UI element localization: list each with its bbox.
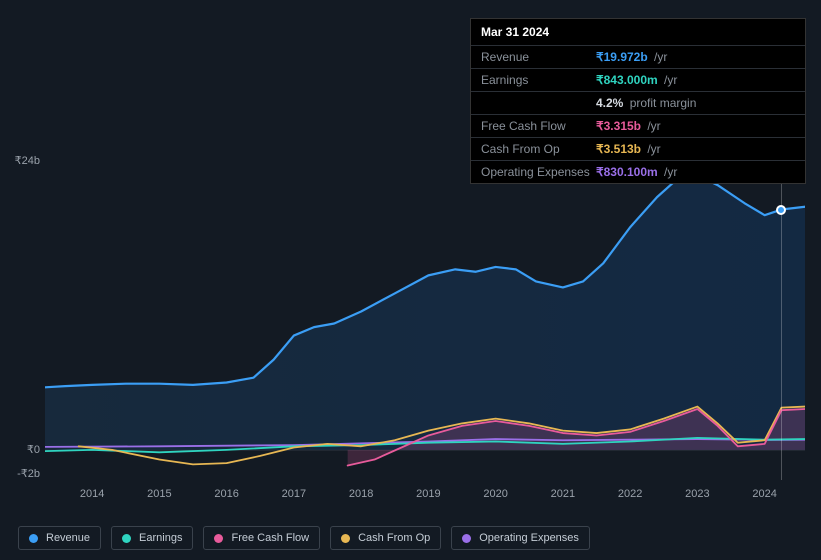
legend-label: Revenue [46,532,90,544]
tooltip-label [481,96,596,110]
tooltip-suffix: /yr [644,142,661,156]
legend-item-revenue[interactable]: Revenue [18,526,101,550]
tooltip-value-wrap: 4.2% profit margin [596,96,696,110]
tooltip-label: Earnings [481,73,596,87]
x-tick-label: 2016 [214,488,238,500]
legend-label: Operating Expenses [479,532,579,544]
x-tick-label: 2015 [147,488,171,500]
tooltip-suffix: /yr [661,73,678,87]
y-tick-label: ₹24b [2,154,40,167]
tooltip-value-wrap: ₹843.000m /yr [596,73,677,87]
legend-swatch [462,534,471,543]
legend-item-cfo[interactable]: Cash From Op [330,526,441,550]
tooltip-value: ₹3.513b [596,142,641,156]
x-tick-label: 2014 [80,488,104,500]
tooltip-rows: Revenue₹19.972b /yrEarnings₹843.000m /yr… [471,46,805,183]
tooltip-suffix: /yr [661,165,678,179]
y-tick-label: -₹2b [2,467,40,480]
chart-tooltip: Mar 31 2024 Revenue₹19.972b /yrEarnings₹… [470,18,806,184]
legend-label: Free Cash Flow [231,532,309,544]
tooltip-label: Cash From Op [481,142,596,156]
tooltip-label: Free Cash Flow [481,119,596,133]
x-tick-label: 2023 [685,488,709,500]
financials-chart[interactable] [0,155,821,510]
tooltip-value: ₹3.315b [596,119,641,133]
tooltip-label: Operating Expenses [481,165,596,179]
x-tick-label: 2020 [483,488,507,500]
y-tick-label: ₹0 [2,443,40,456]
chart-svg [45,155,805,480]
legend-label: Earnings [139,532,182,544]
tooltip-value: ₹843.000m [596,73,658,87]
tooltip-value-wrap: ₹3.513b /yr [596,142,661,156]
tooltip-row: Revenue₹19.972b /yr [471,46,805,69]
tooltip-value: ₹830.100m [596,165,658,179]
legend-label: Cash From Op [358,532,430,544]
tooltip-value-wrap: ₹3.315b /yr [596,119,661,133]
tooltip-value: ₹19.972b [596,50,648,64]
legend-item-fcf[interactable]: Free Cash Flow [203,526,320,550]
tooltip-suffix: profit margin [626,96,696,110]
tooltip-row: Earnings₹843.000m /yr [471,69,805,92]
hover-marker [776,205,786,215]
tooltip-label: Revenue [481,50,596,64]
tooltip-row: Operating Expenses₹830.100m /yr [471,161,805,183]
x-tick-label: 2022 [618,488,642,500]
legend-swatch [341,534,350,543]
tooltip-value-wrap: ₹830.100m /yr [596,165,677,179]
tooltip-value-wrap: ₹19.972b /yr [596,50,667,64]
legend-item-opex[interactable]: Operating Expenses [451,526,590,550]
x-tick-label: 2024 [752,488,776,500]
x-tick-label: 2021 [551,488,575,500]
tooltip-row: 4.2% profit margin [471,92,805,115]
x-tick-label: 2018 [349,488,373,500]
tooltip-suffix: /yr [651,50,668,64]
tooltip-suffix: /yr [644,119,661,133]
chart-legend: Revenue Earnings Free Cash Flow Cash From O… [18,526,590,550]
tooltip-date: Mar 31 2024 [471,19,805,46]
x-tick-label: 2017 [282,488,306,500]
legend-swatch [122,534,131,543]
tooltip-row: Cash From Op₹3.513b /yr [471,138,805,161]
tooltip-row: Free Cash Flow₹3.315b /yr [471,115,805,138]
legend-swatch [29,534,38,543]
x-tick-label: 2019 [416,488,440,500]
tooltip-value: 4.2% [596,96,623,110]
legend-item-earnings[interactable]: Earnings [111,526,193,550]
legend-swatch [214,534,223,543]
